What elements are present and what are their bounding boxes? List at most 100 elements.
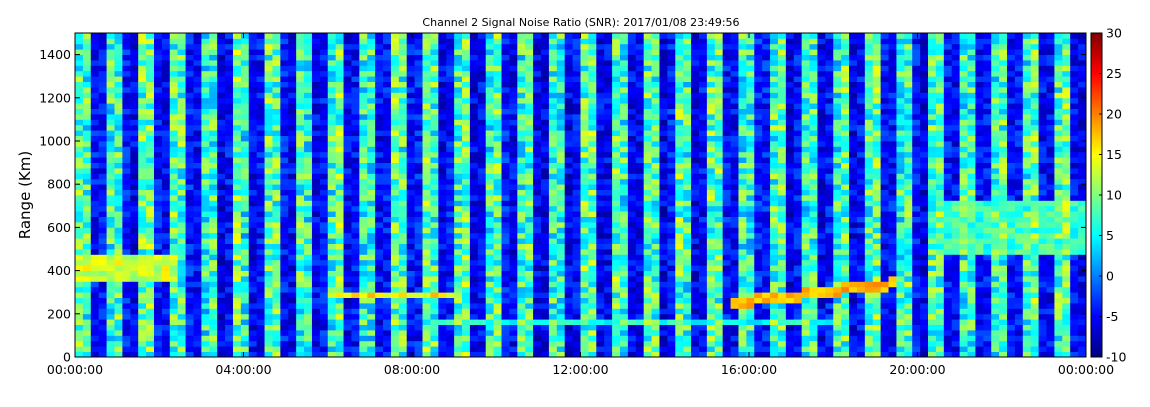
heatmap-cell: [225, 108, 234, 115]
heatmap-cell: [153, 162, 163, 169]
heatmap-cell: [98, 232, 107, 239]
heatmap-cell: [477, 92, 487, 99]
heatmap-cell: [454, 38, 463, 45]
heatmap-cell: [525, 200, 534, 207]
heatmap-cell: [98, 54, 107, 61]
heatmap-cell: [414, 70, 423, 77]
heatmap-cell: [114, 216, 123, 223]
heatmap-cell: [335, 286, 344, 293]
heatmap-cell: [564, 60, 573, 66]
heatmap-cell: [477, 38, 487, 45]
heatmap-cell: [698, 340, 708, 347]
heatmap-cell: [619, 205, 629, 212]
heatmap-cell: [217, 276, 226, 282]
heatmap-cell: [643, 232, 652, 239]
heatmap-cell: [240, 243, 250, 250]
heatmap-cell: [525, 189, 534, 196]
heatmap-cell: [138, 189, 147, 196]
heatmap-cell: [248, 211, 258, 217]
heatmap-cell: [627, 87, 637, 93]
heatmap-cell: [517, 38, 526, 45]
heatmap-cell: [414, 270, 423, 277]
heatmap-cell: [462, 114, 471, 120]
heatmap-cell: [106, 108, 115, 115]
heatmap-cell: [722, 346, 731, 352]
heatmap-cell: [98, 205, 107, 212]
heatmap-cell: [564, 351, 573, 358]
heatmap-cell: [533, 351, 542, 358]
heatmap-cell: [525, 65, 534, 72]
heatmap-cell: [122, 178, 131, 185]
heatmap-cell: [596, 76, 605, 82]
heatmap-cell: [469, 70, 479, 77]
heatmap-cell: [288, 243, 297, 250]
heatmap-cell: [359, 313, 368, 320]
heatmap-cell: [383, 168, 392, 174]
heatmap-cell: [422, 313, 431, 320]
heatmap-cell: [98, 141, 107, 147]
heatmap-cell: [422, 281, 431, 288]
heatmap-cell: [75, 324, 84, 331]
heatmap-cell: [311, 173, 321, 180]
heatmap-cell: [375, 254, 384, 261]
heatmap-cell: [367, 108, 376, 115]
heatmap-cell: [651, 330, 660, 336]
heatmap-cell: [691, 54, 700, 61]
heatmap-cell: [201, 103, 210, 109]
heatmap-cell: [138, 292, 147, 298]
heatmap-cell: [698, 168, 708, 174]
heatmap-cell: [446, 319, 455, 325]
heatmap-cell: [501, 335, 510, 342]
heatmap-cell: [75, 216, 84, 223]
heatmap-cell: [635, 146, 645, 153]
heatmap-cell: [430, 151, 439, 158]
heatmap-cell: [517, 243, 526, 250]
heatmap-cell: [627, 43, 637, 50]
heatmap-cell: [177, 103, 186, 109]
heatmap-cell: [667, 308, 676, 315]
heatmap-cell: [430, 87, 439, 93]
heatmap-cell: [217, 243, 226, 250]
heatmap-cell: [517, 335, 526, 342]
heatmap-cell: [485, 232, 495, 239]
heatmap-cell: [232, 114, 242, 120]
heatmap-cell: [541, 351, 550, 358]
heatmap-cell: [651, 114, 660, 120]
heatmap-cell: [430, 184, 439, 190]
heatmap-cell: [248, 103, 258, 109]
heatmap-cell: [619, 173, 629, 180]
heatmap-cell: [304, 33, 313, 39]
heatmap-cell: [367, 249, 376, 255]
heatmap-cell: [541, 162, 550, 169]
heatmap-cell: [169, 108, 179, 115]
heatmap-cell: [296, 146, 305, 153]
heatmap-cell: [533, 216, 542, 223]
heatmap-cell: [383, 114, 392, 120]
heatmap-cell: [730, 270, 739, 277]
heatmap-cell: [438, 146, 447, 153]
heatmap-cell: [375, 292, 384, 298]
heatmap-cell: [667, 276, 676, 282]
heatmap-cell: [706, 254, 716, 261]
heatmap-cell: [643, 249, 652, 255]
heatmap-cell: [533, 211, 542, 217]
heatmap-cell: [627, 151, 637, 158]
heatmap-cell: [193, 351, 202, 358]
heatmap-cell: [272, 162, 281, 169]
heatmap-cell: [106, 292, 115, 298]
heatmap-cell: [706, 81, 716, 88]
heatmap-cell: [612, 303, 621, 309]
heatmap-cell: [722, 259, 731, 266]
heatmap-cell: [367, 243, 376, 250]
heatmap-cell: [398, 65, 408, 72]
heatmap-cell: [98, 200, 107, 207]
heatmap-cell: [177, 313, 186, 320]
heatmap-cell: [75, 151, 84, 158]
heatmap-cell: [114, 141, 123, 147]
heatmap-cell: [296, 270, 305, 277]
heatmap-cell: [169, 87, 179, 93]
heatmap-cell: [454, 308, 463, 315]
heatmap-cell: [580, 297, 589, 304]
heatmap-cell: [706, 238, 716, 244]
heatmap-cell: [122, 265, 131, 271]
